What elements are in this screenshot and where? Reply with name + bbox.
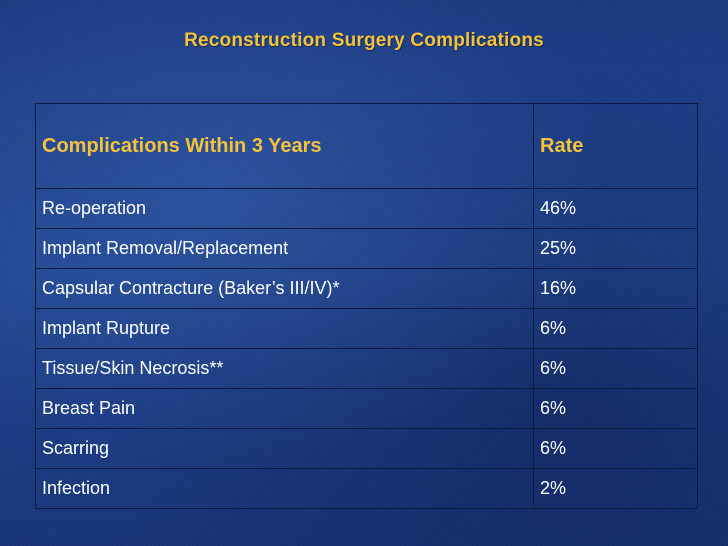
complications-table-container: Complications Within 3 Years Rate Re-ope… (35, 103, 698, 509)
complication-cell: Implant Removal/Replacement (35, 228, 534, 269)
rate-cell: 6% (533, 308, 698, 349)
complication-cell: Capsular Contracture (Baker’s III/IV)* (35, 268, 534, 309)
table-row: Re-operation 46% (35, 188, 698, 229)
rate-cell: 46% (533, 188, 698, 229)
rate-cell: 2% (533, 468, 698, 509)
complication-cell: Breast Pain (35, 388, 534, 429)
complications-table: Complications Within 3 Years Rate Re-ope… (35, 103, 698, 509)
table-row: Implant Removal/Replacement 25% (35, 228, 698, 269)
complication-cell: Infection (35, 468, 534, 509)
complication-cell: Implant Rupture (35, 308, 534, 349)
column-header-rate: Rate (533, 103, 698, 189)
table-row: Implant Rupture 6% (35, 308, 698, 349)
complication-cell: Re-operation (35, 188, 534, 229)
table-row: Scarring 6% (35, 428, 698, 469)
column-header-complications: Complications Within 3 Years (35, 103, 534, 189)
table-row: Infection 2% (35, 468, 698, 509)
complication-cell: Tissue/Skin Necrosis** (35, 348, 534, 389)
rate-cell: 6% (533, 428, 698, 469)
rate-cell: 16% (533, 268, 698, 309)
table-row: Breast Pain 6% (35, 388, 698, 429)
rate-cell: 25% (533, 228, 698, 269)
rate-cell: 6% (533, 388, 698, 429)
slide-title: Reconstruction Surgery Complications (184, 30, 544, 51)
rate-cell: 6% (533, 348, 698, 389)
complication-cell: Scarring (35, 428, 534, 469)
table-header-row: Complications Within 3 Years Rate (35, 103, 698, 189)
table-row: Capsular Contracture (Baker’s III/IV)* 1… (35, 268, 698, 309)
table-row: Tissue/Skin Necrosis** 6% (35, 348, 698, 389)
